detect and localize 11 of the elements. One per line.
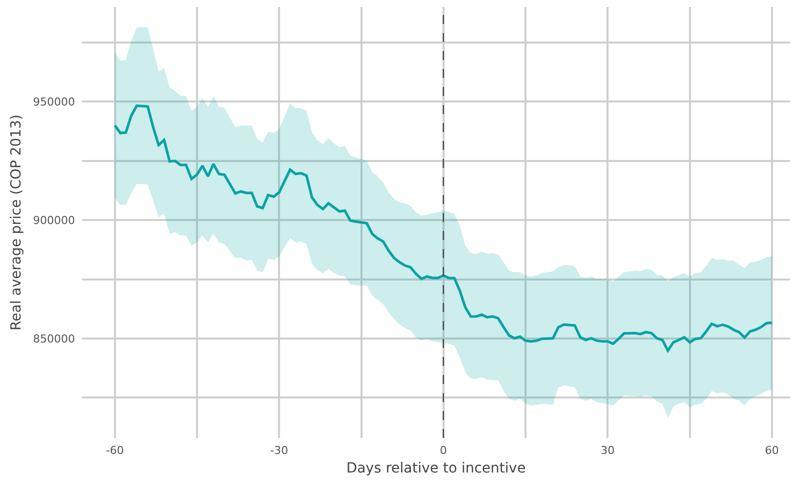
- y-tick-label: 850000: [33, 332, 75, 346]
- x-tick-label: 30: [600, 444, 615, 457]
- x-tick-label: 0: [440, 444, 447, 457]
- x-tick-label: -30: [270, 444, 288, 457]
- y-tick-label: 950000: [33, 96, 75, 109]
- line-series: [114, 104, 774, 352]
- y-axis-title: Real average price (COP 2013): [8, 114, 25, 330]
- x-axis-title: Days relative to incentive: [346, 460, 526, 476]
- x-tick-label: -60: [106, 444, 124, 457]
- y-tick-label: 900000: [33, 214, 75, 227]
- x-tick-label: 60: [764, 444, 779, 457]
